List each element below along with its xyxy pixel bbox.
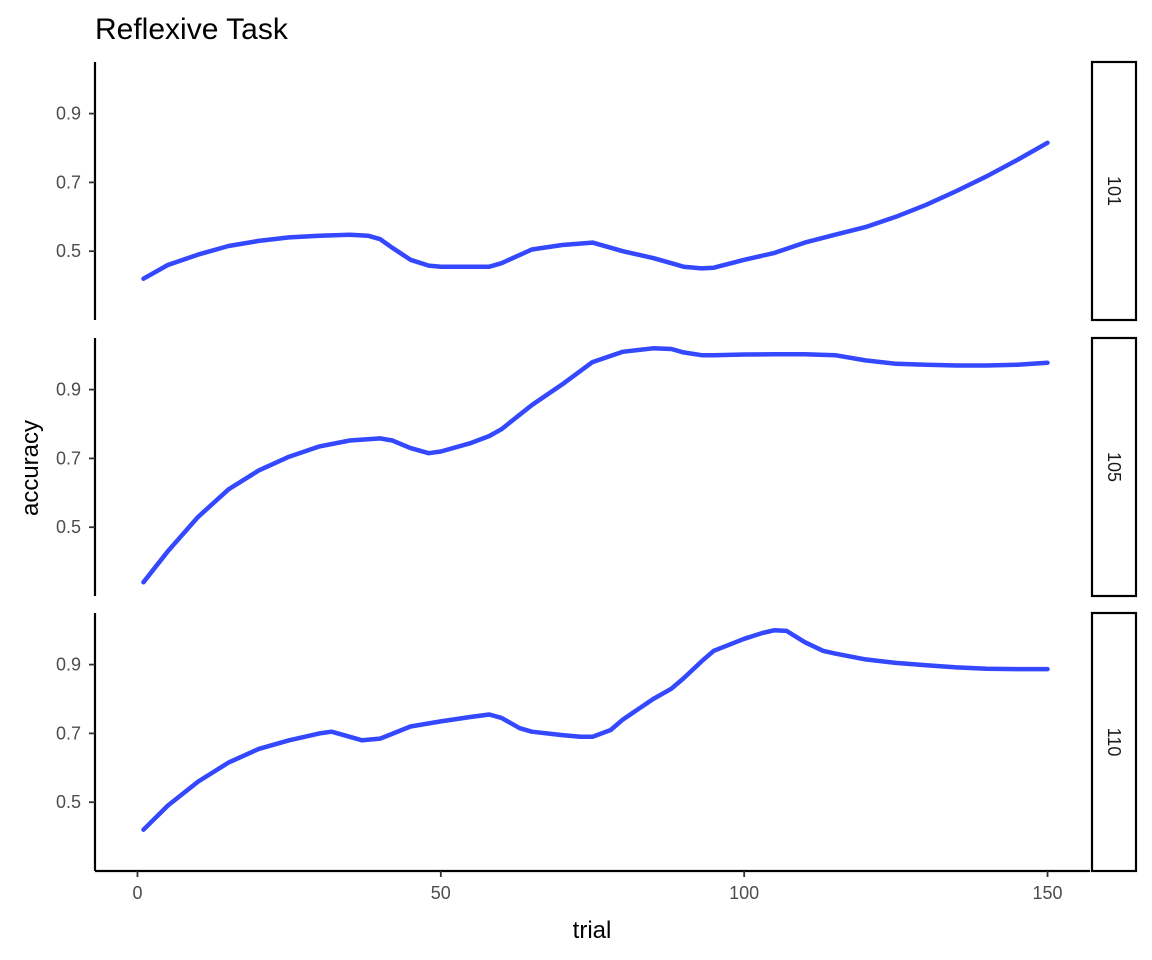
x-tick-label: 150 — [1033, 883, 1063, 903]
facet-strip — [1090, 336, 1138, 598]
y-tick-label: 0.9 — [56, 380, 81, 400]
y-tick-label: 0.5 — [56, 517, 81, 537]
y-tick-label: 0.7 — [56, 723, 81, 743]
x-axis: 0 50 100 150 — [95, 869, 1090, 903]
facet-strip-label: 105 — [1104, 452, 1124, 482]
y-tick-label: 0.7 — [56, 448, 81, 468]
y-tick-label: 0.7 — [56, 172, 81, 192]
x-tick-label: 100 — [729, 883, 759, 903]
series-line-101 — [141, 140, 1050, 281]
y-tick-label: 0.9 — [56, 655, 81, 675]
x-tick-label: 50 — [431, 883, 451, 903]
facet-strip — [1090, 611, 1138, 873]
series-line-105 — [141, 346, 1050, 585]
facet-strip-label: 101 — [1104, 176, 1124, 206]
x-tick-label: 0 — [132, 883, 142, 903]
facet-panel-101: 0.5 0.7 0.9 101 — [56, 60, 1138, 322]
facet-strip — [1090, 60, 1138, 322]
chart-title: Reflexive Task — [95, 13, 289, 46]
y-tick-label: 0.9 — [56, 104, 81, 124]
facet-panels: 0.5 0.7 0.9 101 0.5 0.7 0.9 105 0.5 0.7 0.9 110 — [56, 60, 1138, 873]
y-tick-label: 0.5 — [56, 241, 81, 261]
facet-panel-105: 0.5 0.7 0.9 105 — [56, 336, 1138, 598]
facet-strip-label: 110 — [1104, 728, 1124, 757]
y-tick-label: 0.5 — [56, 792, 81, 812]
y-axis-title: accuracy — [17, 420, 44, 516]
series-line-110 — [141, 627, 1050, 832]
facet-panel-110: 0.5 0.7 0.9 110 — [56, 611, 1138, 873]
x-axis-title: trial — [573, 917, 612, 944]
